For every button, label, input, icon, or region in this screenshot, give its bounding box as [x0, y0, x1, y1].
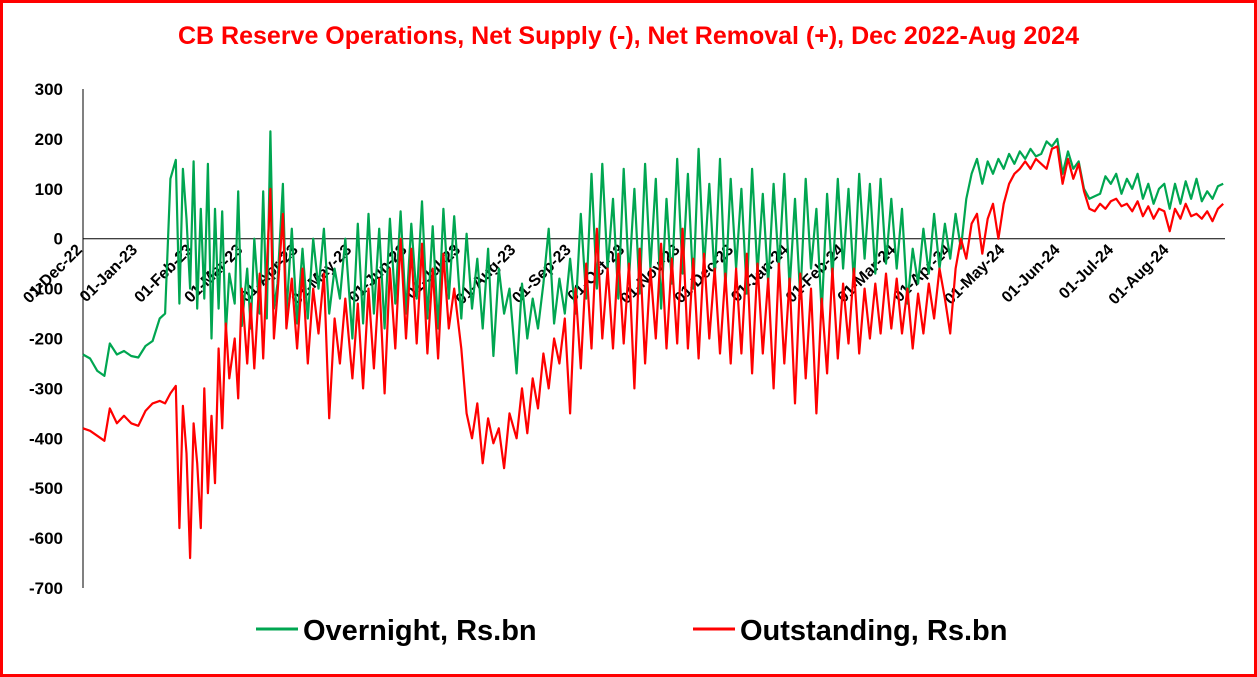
- y-tick-label: 0: [54, 230, 63, 249]
- series-line-outstanding: [82, 145, 1224, 560]
- chart-title: CB Reserve Operations, Net Supply (-), N…: [178, 22, 1079, 50]
- x-tick-label: 01-Aug-24: [1106, 241, 1173, 308]
- x-tick-label: 01-Jun-24: [999, 241, 1064, 306]
- y-tick-label: -500: [29, 479, 63, 498]
- y-tick-label: 100: [35, 180, 63, 199]
- y-tick-label: -700: [29, 579, 63, 598]
- y-tick-label: -600: [29, 529, 63, 548]
- y-tick-label: 200: [35, 130, 63, 149]
- series-lines: [82, 130, 1224, 560]
- y-tick-label: -400: [29, 429, 63, 448]
- legend-label-outstanding: Outstanding, Rs.bn: [740, 615, 1007, 647]
- y-tick-label: -300: [29, 379, 63, 398]
- x-tick-label: 01-Jan-23: [77, 241, 141, 305]
- legend: Overnight, Rs.bn Outstanding, Rs.bn: [256, 615, 1007, 647]
- y-tick-label: -100: [29, 280, 63, 299]
- y-tick-labels: 300 200 100 0 -100 -200 -300 -400 -500 -600 -700: [29, 80, 63, 598]
- legend-label-overnight: Overnight, Rs.bn: [303, 615, 537, 647]
- y-tick-label: -200: [29, 330, 63, 349]
- y-tick-label: 300: [35, 80, 63, 99]
